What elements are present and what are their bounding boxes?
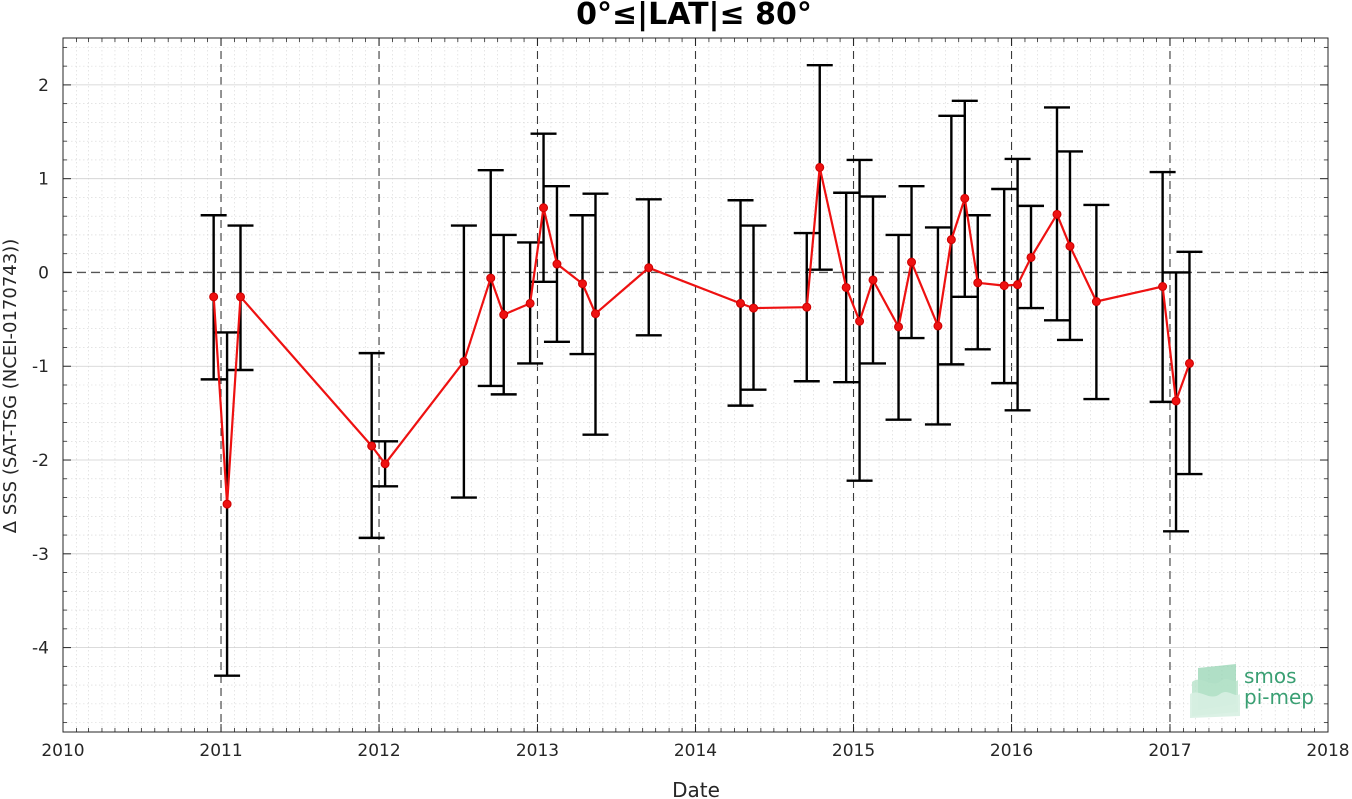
logo-text-pi-mep: pi-mep bbox=[1244, 685, 1314, 709]
x-tick-label: 2018 bbox=[1306, 741, 1349, 761]
x-tick-label: 2014 bbox=[674, 741, 717, 761]
logo-waves-icon bbox=[1190, 664, 1240, 718]
data-point bbox=[539, 203, 549, 213]
data-point bbox=[552, 259, 562, 269]
data-point bbox=[1184, 358, 1194, 368]
data-point bbox=[946, 235, 956, 245]
chart-title: 0°≤|LAT|≤ 80° bbox=[576, 0, 812, 32]
data-point bbox=[802, 302, 812, 312]
data-point bbox=[999, 281, 1009, 291]
data-point bbox=[380, 459, 390, 469]
data-point bbox=[1158, 282, 1168, 292]
series-line bbox=[212, 166, 1191, 506]
y-tick-label: 1 bbox=[38, 170, 49, 190]
x-tick-label: 2013 bbox=[516, 741, 559, 761]
data-point bbox=[815, 162, 825, 172]
tick-labels: 2010 2011 2012 2013 2014 2015 2016 2017 2018 -4 -3… bbox=[32, 76, 1350, 761]
data-point bbox=[907, 257, 917, 267]
data-point bbox=[973, 278, 983, 288]
data-point bbox=[578, 279, 588, 289]
data-point bbox=[486, 273, 496, 283]
data-point bbox=[1171, 396, 1181, 406]
data-point bbox=[960, 193, 970, 203]
data-point bbox=[222, 499, 232, 509]
x-tick-label: 2012 bbox=[357, 741, 400, 761]
x-tick-label: 2011 bbox=[199, 741, 242, 761]
data-point bbox=[644, 263, 654, 273]
series-layer bbox=[200, 63, 1203, 677]
data-point bbox=[868, 275, 878, 285]
data-point bbox=[933, 321, 943, 331]
y-tick-label: -3 bbox=[32, 545, 49, 565]
data-point bbox=[1091, 297, 1101, 307]
x-tick-label: 2015 bbox=[832, 741, 875, 761]
data-point bbox=[525, 298, 535, 308]
data-point bbox=[235, 292, 245, 302]
data-point bbox=[1065, 241, 1075, 251]
data-point bbox=[855, 316, 865, 326]
x-tick-label: 2010 bbox=[41, 741, 84, 761]
data-point bbox=[894, 322, 904, 332]
data-point bbox=[459, 357, 469, 367]
data-point bbox=[736, 298, 746, 308]
axis-ticks bbox=[62, 38, 1329, 732]
data-point bbox=[1052, 209, 1062, 219]
x-axis-label: Date bbox=[672, 778, 720, 799]
y-tick-label: -1 bbox=[32, 357, 49, 377]
x-tick-label: 2017 bbox=[1148, 741, 1191, 761]
y-axis-label: Δ SSS (SAT-TSG (NCEI-0170743)) bbox=[0, 239, 21, 533]
data-point bbox=[749, 303, 759, 313]
y-tick-label: 2 bbox=[38, 76, 49, 96]
smos-pi-mep-logo: smos pi-mep bbox=[1188, 660, 1328, 718]
x-tick-label: 2016 bbox=[990, 741, 1033, 761]
y-tick-label: -4 bbox=[32, 639, 49, 659]
data-point bbox=[1013, 280, 1023, 290]
data-point bbox=[1026, 252, 1036, 262]
data-point bbox=[499, 310, 509, 320]
major-grid bbox=[63, 38, 1328, 732]
data-point bbox=[367, 441, 377, 451]
logo-text-smos: smos bbox=[1244, 664, 1297, 688]
y-tick-label: -2 bbox=[32, 451, 49, 471]
y-tick-label: 0 bbox=[38, 263, 49, 283]
data-point bbox=[841, 282, 851, 292]
data-point bbox=[209, 292, 219, 302]
data-point bbox=[590, 309, 600, 319]
